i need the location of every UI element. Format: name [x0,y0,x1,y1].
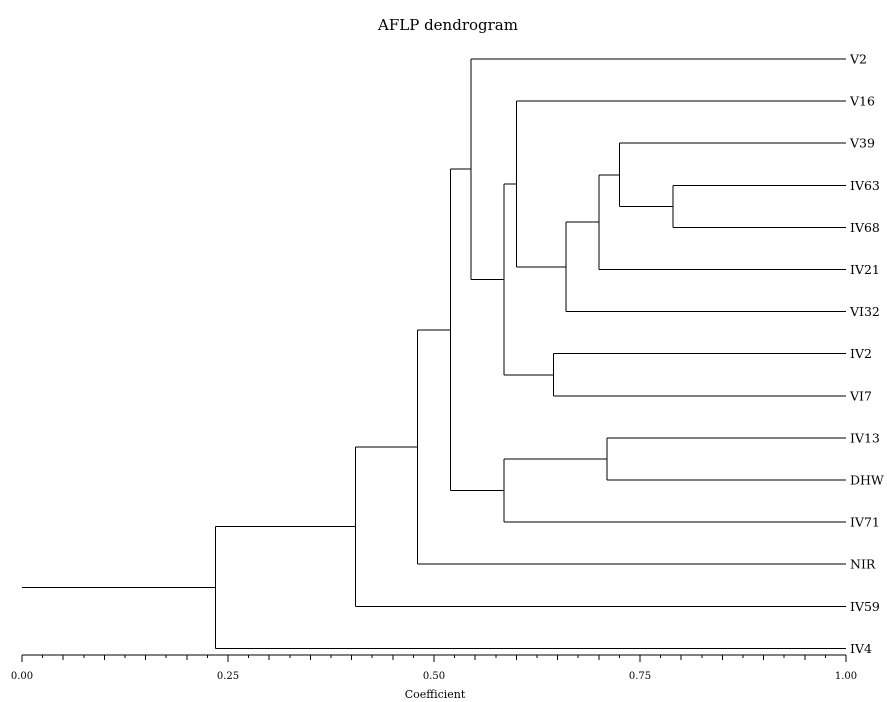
leaf-label-iv2: IV2 [850,346,872,361]
leaf-label-iv59: IV59 [850,599,880,614]
leaf-label-v39: V39 [849,136,875,151]
leaf-label-v16: V16 [849,94,875,109]
chart-title: AFLP dendrogram [377,16,518,34]
leaf-labels: V2 V16 V39 IV63 IV68 IV21 VI32 IV2 VI7 IV13 DHW IV7… [849,52,884,656]
leaf-label-iv68: IV68 [850,220,880,235]
dendrogram-tree [22,58,846,649]
leaf-label-iv4: IV4 [850,641,872,656]
leaf-label-iv21: IV21 [850,262,880,277]
x-axis: 0.00 0.25 0.50 0.75 1.00 [11,654,857,682]
leaf-label-nir: NIR [850,557,876,572]
x-tick-label: 0.75 [629,671,651,682]
x-axis-label: Coefficient [405,688,466,701]
leaf-label-iv63: IV63 [850,178,880,193]
x-tick-label: 1.00 [835,671,857,682]
leaf-label-dhw: DHW [850,473,884,488]
leaf-label-vi32: VI32 [849,304,880,319]
x-tick-label: 0.50 [423,671,445,682]
leaf-label-iv13: IV13 [850,430,880,445]
leaf-label-iv71: IV71 [850,515,880,530]
leaf-label-vi7: VI7 [849,388,872,403]
x-tick-label: 0.25 [217,671,239,682]
leaf-label-v2: V2 [849,52,867,67]
x-tick-label: 0.00 [11,671,33,682]
